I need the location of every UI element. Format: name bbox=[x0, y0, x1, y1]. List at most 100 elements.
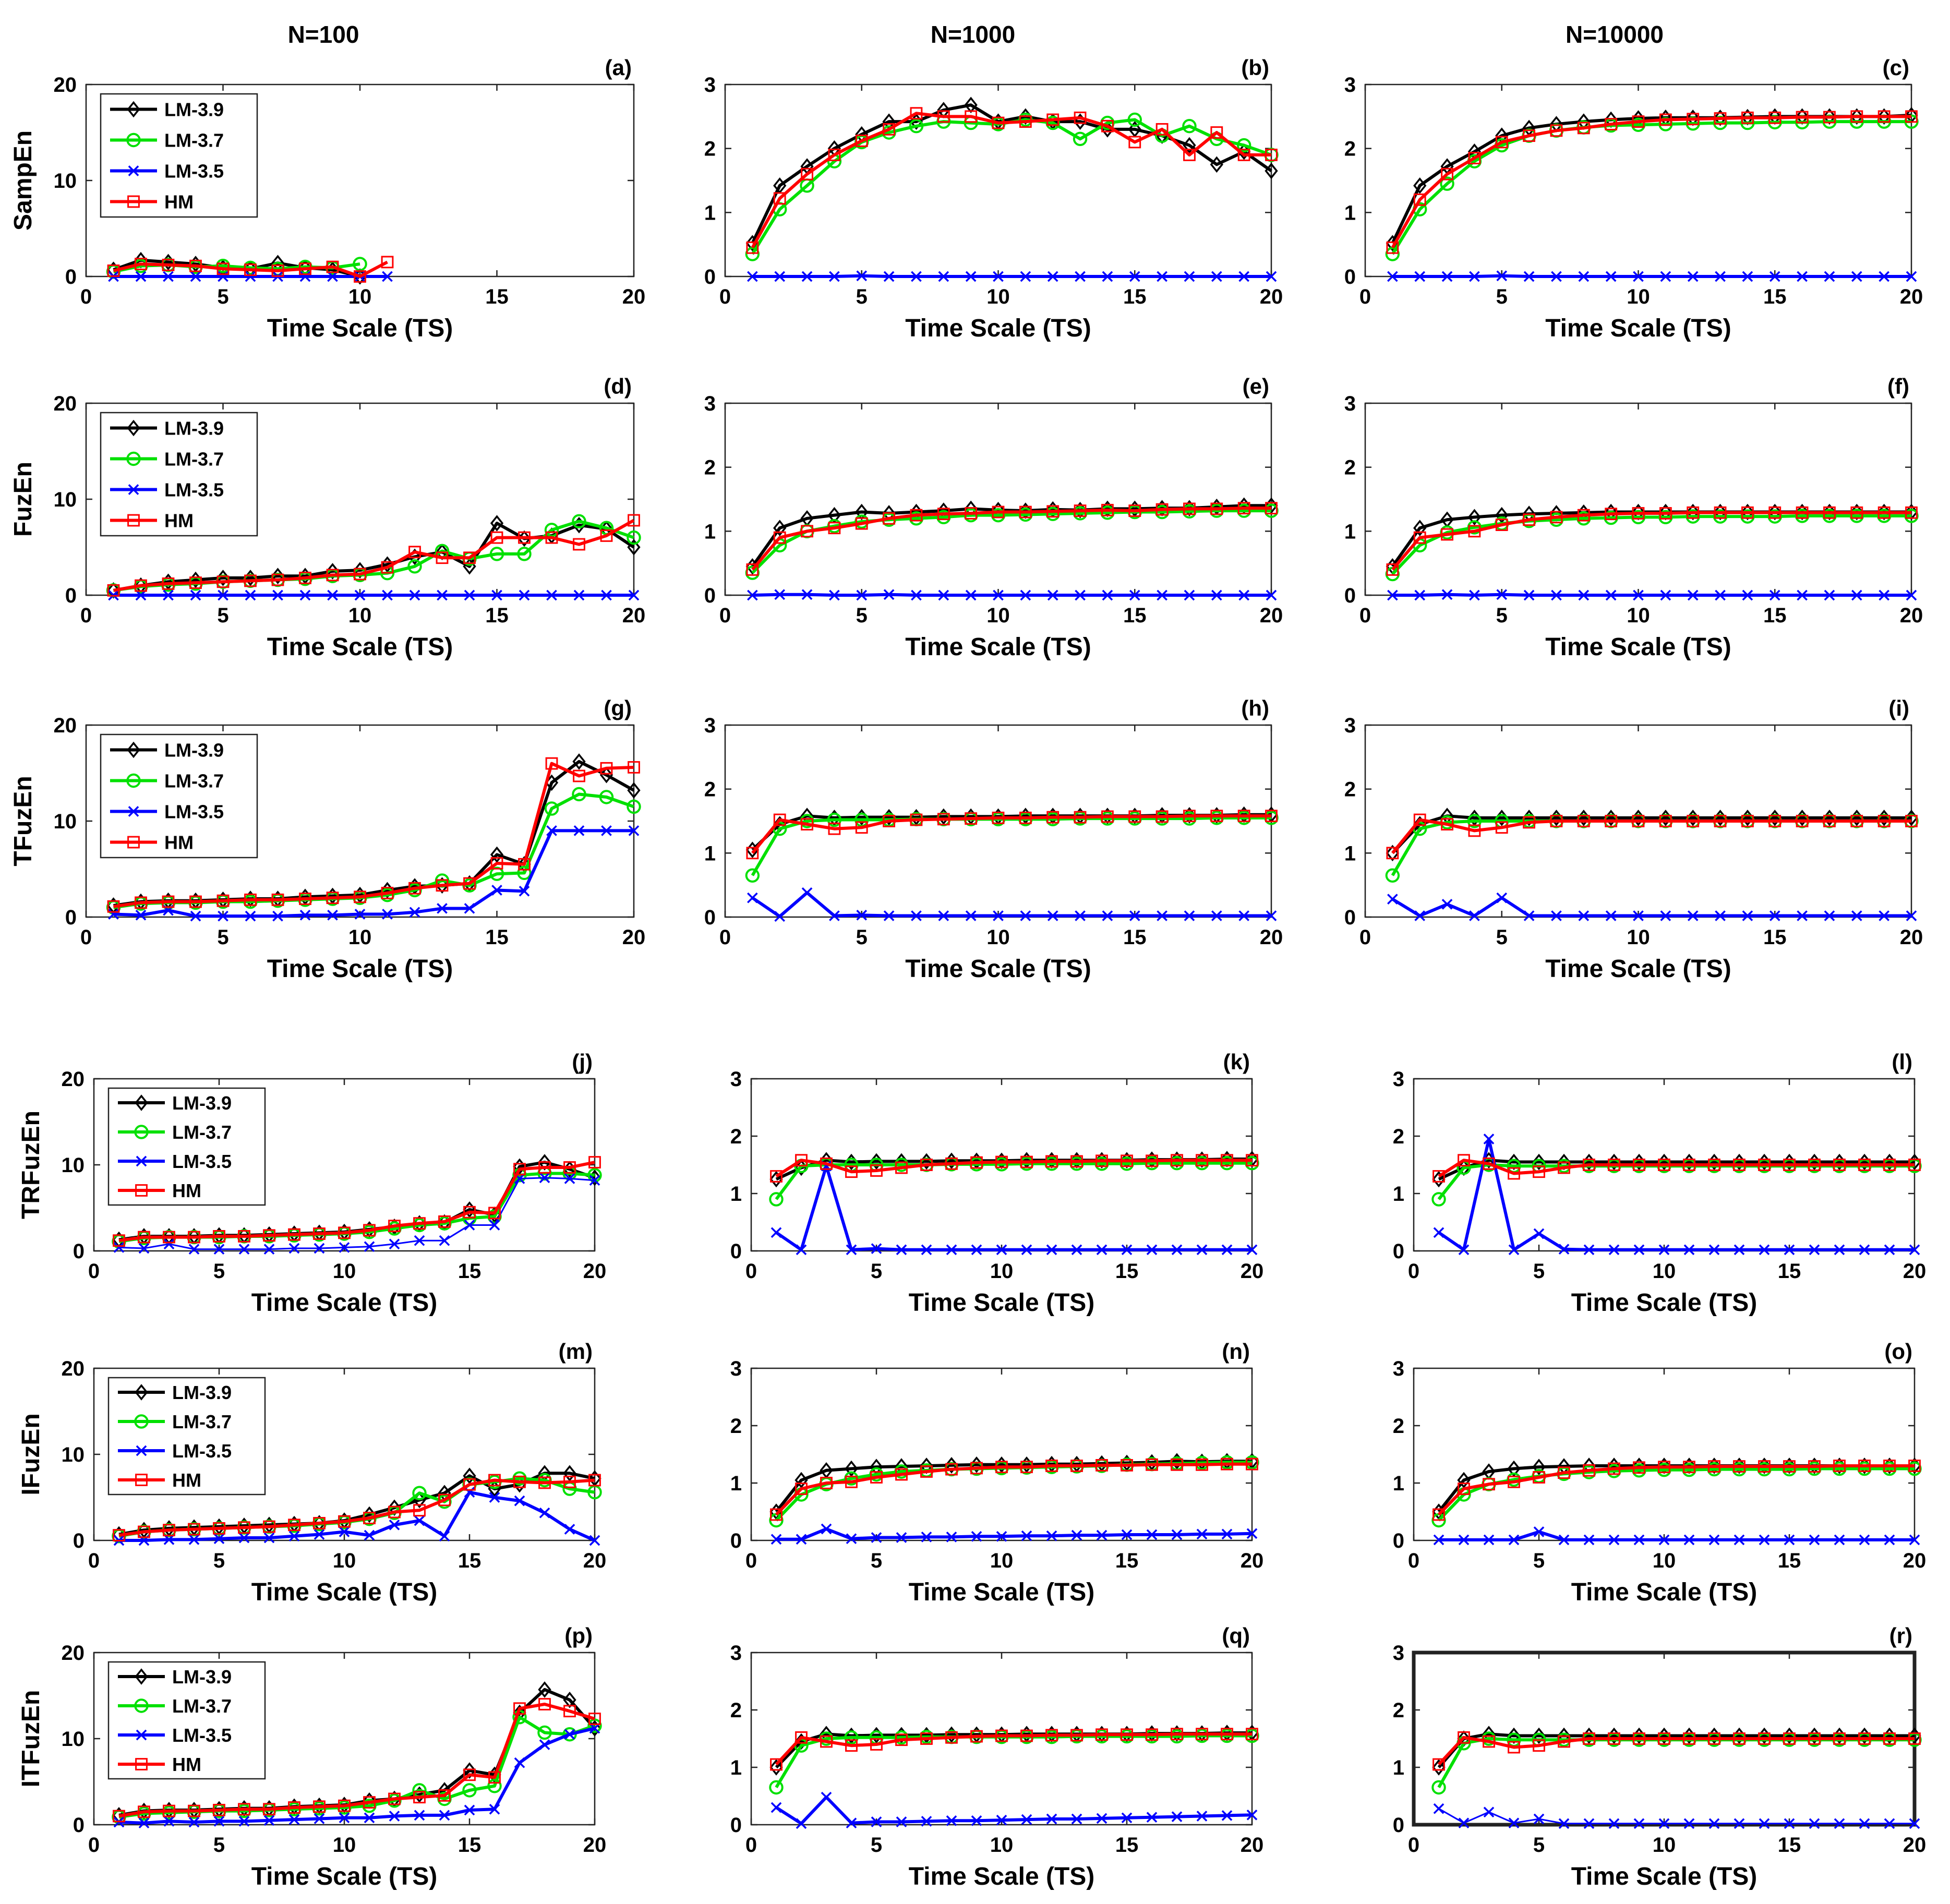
data-point-square bbox=[271, 264, 284, 277]
data-point-square bbox=[313, 1517, 326, 1529]
data-point-square bbox=[1171, 1154, 1183, 1167]
data-point-square bbox=[1796, 111, 1809, 124]
x-tick-label: 0 bbox=[80, 926, 92, 949]
series-line bbox=[1438, 1137, 1915, 1251]
data-point-cross bbox=[796, 1818, 807, 1829]
x-tick-label: 10 bbox=[986, 285, 1010, 308]
y-tick-label: 2 bbox=[730, 1699, 742, 1722]
y-tick-label: 2 bbox=[1344, 778, 1356, 801]
x-axis-label: Time Scale (TS) bbox=[905, 955, 1091, 983]
panel-j: 0 5 10 15 20 0 10 20 Time Scale (TS) TRFuzEn (j) LM… bbox=[17, 1050, 606, 1317]
data-point-square bbox=[490, 857, 503, 870]
x-tick-label: 10 bbox=[986, 926, 1010, 949]
data-point-square bbox=[1833, 1159, 1846, 1171]
series-lm-3-5 bbox=[1433, 1803, 1920, 1829]
data-point-cross bbox=[1523, 910, 1535, 921]
data-point-cross bbox=[409, 589, 420, 601]
x-tick-label: 20 bbox=[1260, 926, 1283, 949]
data-point-square bbox=[1146, 1154, 1158, 1167]
data-point-cross bbox=[364, 1241, 375, 1252]
data-point-cross bbox=[245, 589, 256, 601]
data-point-square bbox=[1632, 115, 1645, 128]
data-point-cross bbox=[135, 271, 147, 282]
data-point-square bbox=[288, 1801, 300, 1814]
data-point-cross bbox=[971, 1531, 982, 1542]
y-tick-label: 0 bbox=[704, 266, 716, 288]
data-point-cross bbox=[1047, 910, 1058, 921]
data-point-cross bbox=[829, 910, 840, 921]
data-point-square bbox=[1877, 110, 1891, 123]
data-point-square bbox=[263, 1803, 275, 1816]
data-point-circle bbox=[827, 812, 842, 827]
data-point-square bbox=[1523, 129, 1535, 142]
data-point-cross bbox=[299, 589, 311, 601]
data-point-cross bbox=[1211, 271, 1222, 282]
legend-label-lm-3-5: LM-3.5 bbox=[172, 1725, 232, 1746]
data-point-cross bbox=[382, 589, 393, 601]
data-point-diamond bbox=[1532, 1727, 1546, 1744]
data-point-cross bbox=[1660, 271, 1671, 282]
x-tick-label: 0 bbox=[1408, 1834, 1419, 1857]
data-point-cross bbox=[589, 1175, 600, 1186]
data-point-cross bbox=[1196, 1528, 1208, 1540]
data-point-cross bbox=[1211, 910, 1222, 921]
x-tick-label: 5 bbox=[217, 604, 228, 627]
data-point-square bbox=[1658, 1732, 1670, 1745]
data-point-circle bbox=[769, 1780, 784, 1795]
data-point-square bbox=[1550, 124, 1563, 137]
data-point-square bbox=[1558, 1466, 1570, 1479]
y-tick-label: 20 bbox=[62, 1068, 85, 1091]
data-point-cross bbox=[1605, 910, 1617, 921]
y-tick-label: 1 bbox=[704, 842, 716, 865]
x-axis-label: Time Scale (TS) bbox=[905, 315, 1091, 342]
series-line bbox=[113, 829, 634, 918]
panel-label: (n) bbox=[1222, 1339, 1250, 1364]
data-point-cross bbox=[464, 589, 475, 601]
data-point-square bbox=[1583, 1159, 1595, 1171]
data-point-cross bbox=[1578, 271, 1590, 282]
data-point-cross bbox=[993, 589, 1004, 601]
data-point-cross bbox=[1171, 1244, 1183, 1256]
data-point-square bbox=[1458, 1731, 1470, 1744]
x-tick-label: 15 bbox=[1763, 926, 1787, 949]
data-point-cross bbox=[1809, 1818, 1820, 1829]
data-point-cross bbox=[774, 589, 786, 600]
series-lm-3-5 bbox=[113, 1172, 600, 1255]
x-axis-label: Time Scale (TS) bbox=[1571, 1578, 1758, 1606]
data-point-square bbox=[1458, 1154, 1470, 1167]
data-point-square bbox=[1020, 1461, 1033, 1474]
panel-label: (b) bbox=[1241, 55, 1269, 80]
x-tick-label: 20 bbox=[1241, 1549, 1264, 1572]
data-point-cross bbox=[1266, 589, 1277, 601]
data-point-cross bbox=[1021, 1244, 1032, 1256]
data-point-cross bbox=[1387, 894, 1398, 905]
data-point-cross bbox=[1633, 589, 1644, 601]
legend-label-hm: HM bbox=[164, 832, 194, 853]
data-point-square bbox=[820, 1735, 833, 1748]
data-point-square bbox=[746, 847, 759, 860]
series-hm bbox=[746, 107, 1278, 254]
data-point-square bbox=[1265, 810, 1278, 823]
data-point-square bbox=[1468, 824, 1481, 837]
data-point-cross bbox=[1046, 1813, 1057, 1825]
data-point-cross bbox=[829, 271, 840, 282]
data-point-cross bbox=[519, 589, 530, 601]
data-point-square bbox=[995, 1461, 1008, 1474]
data-point-square bbox=[1196, 1154, 1208, 1167]
data-point-circle bbox=[1127, 112, 1142, 127]
panel-label: (a) bbox=[605, 55, 632, 80]
data-point-cross bbox=[238, 1244, 250, 1255]
data-point-cross bbox=[1441, 899, 1453, 910]
data-point-cross bbox=[1508, 1534, 1520, 1546]
x-tick-label: 20 bbox=[1903, 1834, 1927, 1857]
data-point-cross bbox=[896, 1244, 907, 1256]
data-point-cross bbox=[1508, 1244, 1520, 1256]
series-lm-3-5 bbox=[113, 1722, 600, 1829]
y-tick-label: 0 bbox=[1393, 1814, 1404, 1837]
x-tick-label: 15 bbox=[1778, 1549, 1801, 1572]
legend: LM-3.9 LM-3.7 LM-3.5 HM bbox=[107, 1087, 266, 1206]
data-point-circle bbox=[599, 790, 614, 804]
series-lm-3-5 bbox=[771, 1791, 1258, 1829]
y-tick-label: 3 bbox=[730, 1357, 742, 1380]
y-tick-label: 10 bbox=[54, 170, 77, 192]
